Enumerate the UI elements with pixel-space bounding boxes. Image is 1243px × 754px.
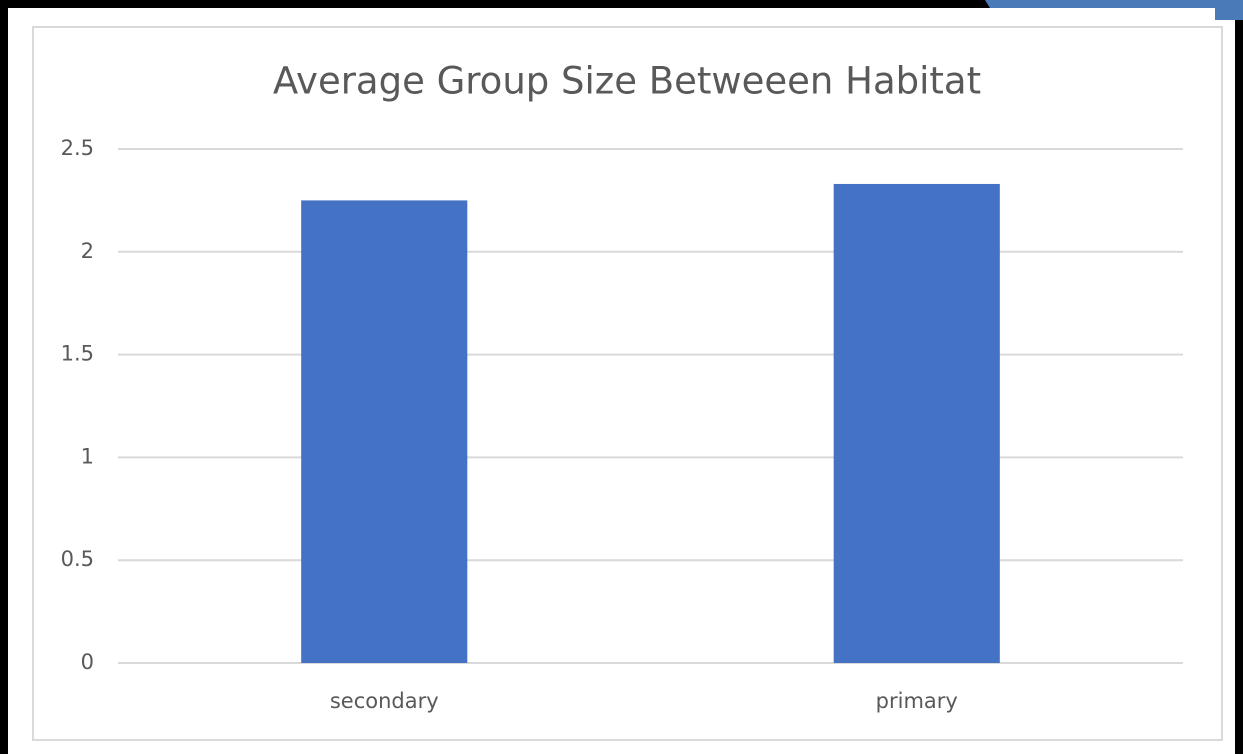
x-tick-label: primary: [876, 689, 958, 713]
y-tick-label: 1: [81, 444, 94, 468]
bar: [301, 200, 468, 663]
chart-title: Average Group Size Betweeen Habitat: [273, 60, 981, 103]
x-tick-label: secondary: [330, 689, 439, 713]
bar: [833, 183, 1000, 663]
y-tick-label: 0.5: [61, 547, 94, 571]
y-tick-label: 0: [81, 650, 94, 674]
corner-decoration: [985, 0, 1243, 20]
y-tick-label: 1.5: [61, 342, 94, 366]
chart-area: [32, 26, 1223, 741]
y-tick-label: 2.5: [61, 136, 94, 160]
y-tick-label: 2: [81, 239, 94, 263]
